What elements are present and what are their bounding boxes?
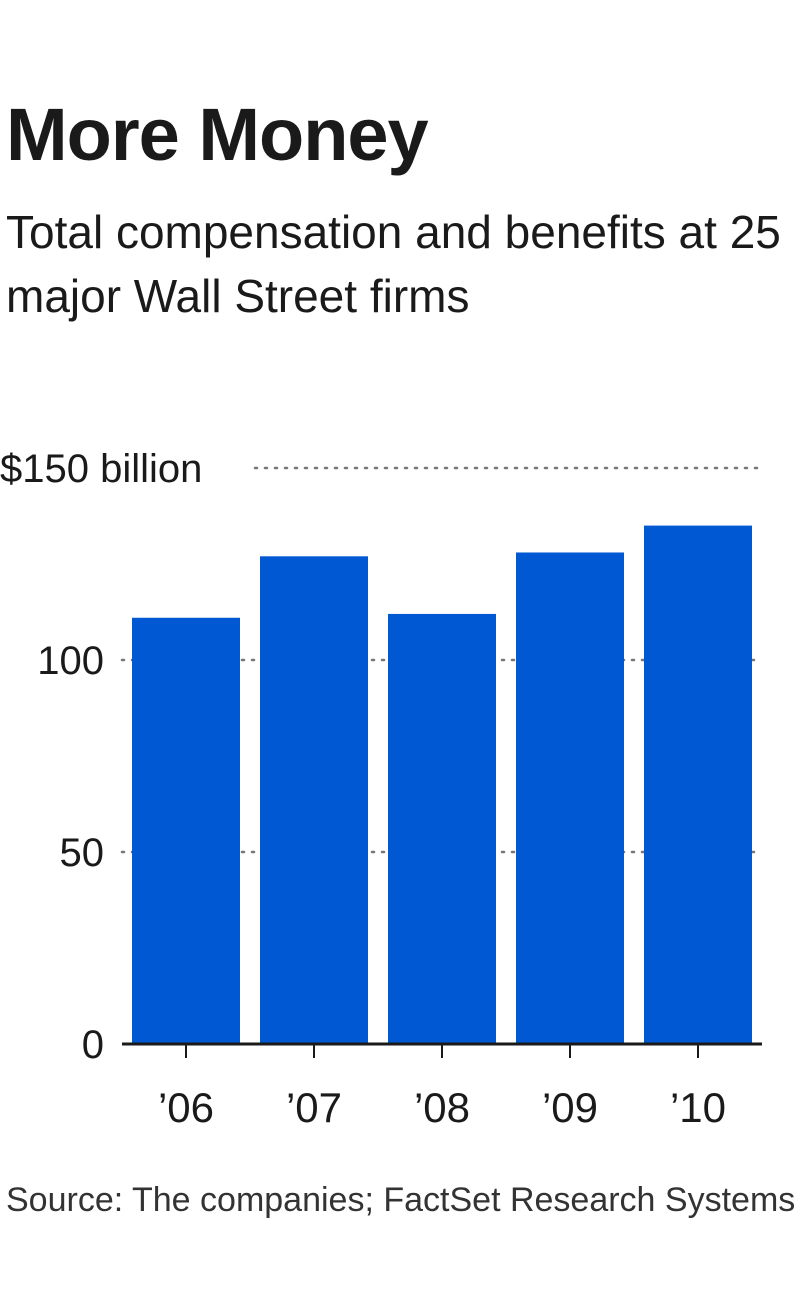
x-tick-label-2: ’08 [414, 1084, 470, 1131]
x-tick-label-0: ’06 [158, 1084, 214, 1131]
source-note: Source: The companies; FactSet Research … [6, 1181, 796, 1219]
labels: 0 50 100 $150 billion ’06 ’07 ’08 ’09 ’10 [0, 447, 726, 1131]
x-tick-label-4: ’10 [670, 1084, 726, 1131]
y-tick-label-150: $150 billion [0, 447, 202, 491]
y-tick-label-0: 0 [82, 1023, 104, 1067]
bar-0 [132, 617, 240, 1044]
bar-chart: 0 50 100 $150 billion ’06 ’07 ’08 ’09 ’10 [0, 447, 764, 1131]
bar-1 [260, 556, 368, 1044]
bar-4 [644, 525, 752, 1044]
x-tick-label-3: ’09 [542, 1084, 598, 1131]
bars [132, 525, 752, 1044]
bar-3 [516, 552, 624, 1044]
chart-subtitle: Total compensation and benefits at 25 ma… [6, 206, 781, 322]
axes [122, 1042, 762, 1058]
y-tick-label-100: 100 [37, 639, 104, 683]
chart-title: More Money [6, 93, 429, 176]
x-tick-label-1: ’07 [286, 1084, 342, 1131]
bar-2 [388, 613, 496, 1044]
y-tick-label-50: 50 [60, 831, 105, 875]
